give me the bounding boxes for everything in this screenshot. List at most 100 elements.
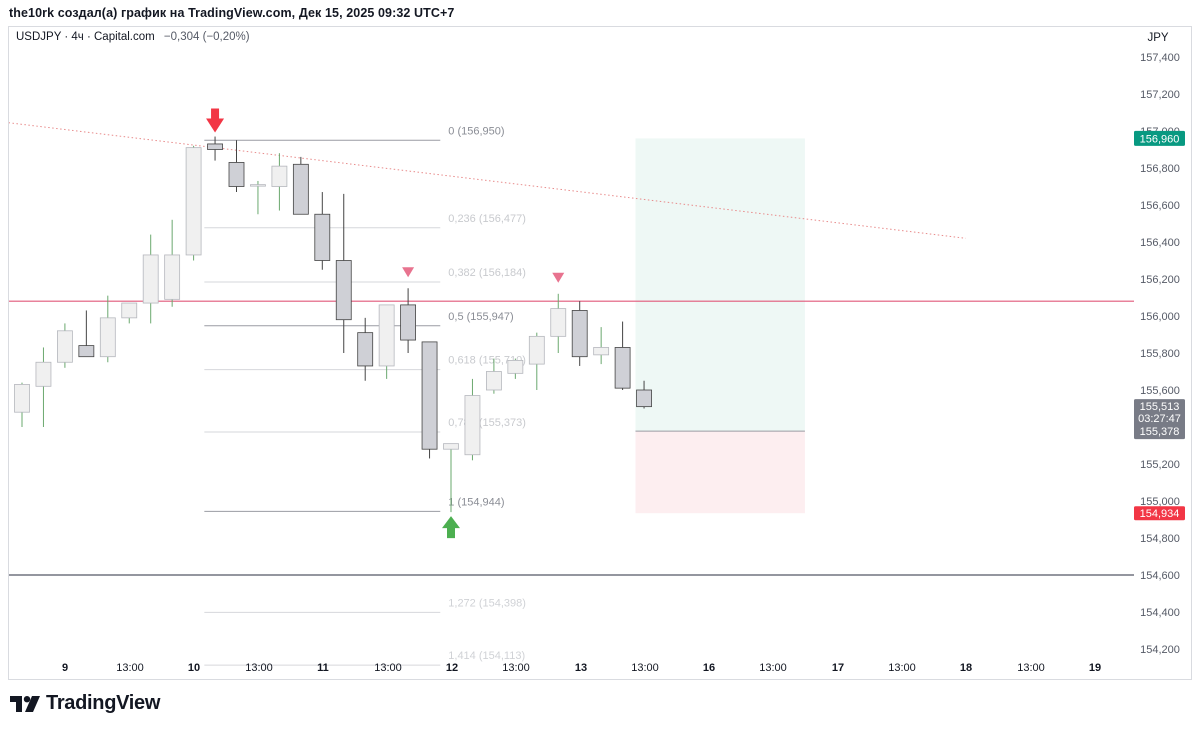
candle [99,295,116,363]
stop-price-tag-text: 154,934 [1140,508,1180,520]
y-tick-label: 156,200 [1140,274,1180,286]
tradingview-logo[interactable]: TradingView [10,692,160,715]
candle-body [357,332,374,367]
candle [250,180,266,215]
x-tick-label: 13:00 [116,662,144,674]
candle [207,136,223,161]
candle [550,293,567,353]
candle [507,358,524,379]
x-tick-label: 13:00 [631,662,659,674]
candle-body [250,184,266,187]
brand-name: TradingView [46,692,161,714]
candle-body [292,163,309,215]
tradingview-logo-icon [10,695,40,712]
y-tick-label: 154,400 [1140,607,1180,619]
candle [400,288,417,353]
candle-body [164,254,181,300]
candle-body [14,384,30,413]
fib-label-0.5: 0,5 (155,947) [448,311,513,323]
candle [142,234,159,324]
x-tick-label: 9 [62,662,68,674]
x-tick-label: 13 [575,662,587,674]
countdown-price-text: 03:27:47 [1138,413,1181,425]
chart-author-title: the10rk создал(а) график на TradingView.… [9,6,455,20]
target-price-tag: 156,960 [1134,130,1185,146]
chart-frame [8,26,1192,680]
candle [443,443,459,513]
sell-arrow-icon [206,108,225,133]
target-zone [635,138,805,432]
candle [78,310,95,358]
x-tick-label: 13:00 [888,662,916,674]
candle-body [507,359,524,374]
candle [636,380,652,409]
candle [421,341,438,459]
candle-body [485,371,502,391]
x-tick-label: 13:00 [374,662,402,674]
candle-body [57,330,73,363]
candle [593,327,610,365]
x-tick-label: 13:00 [502,662,530,674]
candle [164,219,181,307]
candle-body [571,310,588,358]
y-tick-label: 155,000 [1140,496,1180,508]
candle [485,358,502,394]
candle-body [35,361,52,387]
y-tick-label: 157,200 [1140,89,1180,101]
entry-price-text: 155,378 [1140,426,1180,438]
symbol-name: USDJPY · 4ч · Capital.com [16,31,155,43]
x-tick-label: 16 [703,662,715,674]
y-tick-label: 155,800 [1140,348,1180,360]
fib-label-0.382: 0,382 (156,184) [448,267,526,279]
fib-label-0.786: 0,786 (155,373) [448,417,526,429]
fib-label-0.618: 0,618 (155,710) [448,355,526,367]
candle [14,382,30,427]
candle-body [378,304,395,367]
candle [35,347,52,427]
y-tick-label: 155,200 [1140,459,1180,471]
x-tick-label: 13:00 [759,662,787,674]
x-tick-label: 12 [446,662,458,674]
x-tick-label: 18 [960,662,972,674]
candle [271,153,288,211]
x-tick-label: 13:00 [1017,662,1045,674]
current-price-text: 155,513 [1140,401,1180,413]
stop-price-tag-bg [1134,506,1185,521]
candle-body [207,143,223,150]
currency-button[interactable]: JPY [1136,27,1180,49]
candle-body [421,341,438,450]
fib-label-1.272: 1,272 (154,398) [448,597,526,609]
candle-body [593,347,610,356]
x-tick-label: 13:00 [245,662,273,674]
buy-arrow-icon [442,516,460,539]
candle [57,323,73,368]
candle [185,145,202,261]
fib-label-0.236: 0,236 (156,477) [448,213,526,225]
candle-body [228,162,245,187]
target-price-tag-bg [1134,130,1185,146]
y-tick-label: 154,800 [1140,533,1180,545]
candle-body [99,317,116,358]
candle-body [121,302,138,319]
candle-body [335,260,352,321]
symbol-legend[interactable]: USDJPY · 4ч · Capital.com −0,304 (−0,20%… [16,31,250,43]
candle [357,317,374,381]
fib-label-0: 0 (156,950) [448,125,504,137]
x-tick-label: 10 [188,662,200,674]
y-tick-label: 156,000 [1140,311,1180,323]
stop-zone [635,431,805,514]
x-tick-label: 19 [1089,662,1101,674]
candle-body [142,254,159,304]
y-tick-label: 156,800 [1140,163,1180,175]
candle [292,156,309,215]
candle-body [550,308,567,337]
fib-label-1.414: 1,414 (154,113) [448,650,525,662]
candle [614,321,631,390]
candle-body [636,389,652,408]
candle-body [528,335,545,365]
plot-area: 0 (156,950) 0,236 (156,477) 0,382 (156,184… [9,122,1134,666]
candle-body [314,213,331,261]
candle [121,302,138,324]
